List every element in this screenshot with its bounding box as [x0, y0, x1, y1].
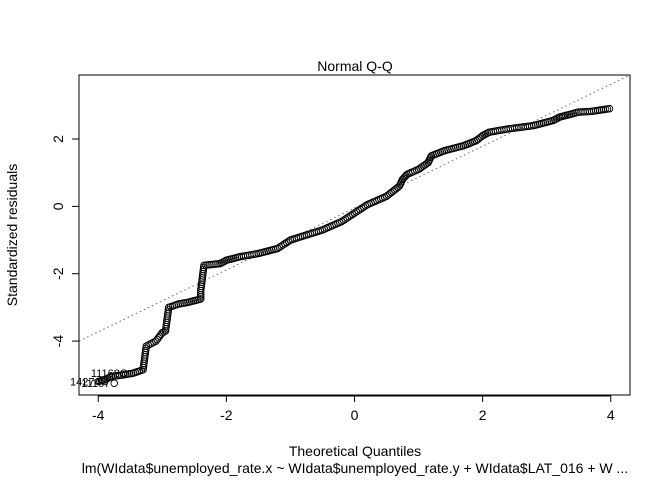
data-point: [347, 211, 355, 220]
data-point: [283, 238, 291, 247]
y-tick-label: 0: [50, 202, 66, 210]
x-tick-label: 0: [351, 407, 359, 423]
plot-frame: [78, 74, 631, 396]
y-tick-label: -4: [50, 335, 66, 348]
data-point: [345, 212, 353, 221]
plot-inner: [79, 75, 630, 386]
x-tick-label: 4: [607, 407, 615, 423]
x-tick-label: 2: [479, 407, 487, 423]
reference-line: [79, 75, 630, 342]
data-point: [148, 339, 156, 347]
data-point: [281, 239, 289, 248]
axes: -4 -2 0 2 4 -4 -2 0 2: [50, 135, 615, 423]
x-tick-label: -2: [220, 407, 233, 423]
data-point: [105, 373, 114, 382]
data-point: [352, 208, 361, 216]
data-point: [348, 210, 357, 219]
data-point: [554, 114, 562, 122]
chart-subtitle: lm(WIdata$unemployed_rate.x ~ WIdata$une…: [82, 460, 628, 476]
x-axis-label: Theoretical Quantiles: [289, 443, 421, 459]
data-point: [142, 342, 151, 350]
data-point: [221, 257, 229, 265]
y-axis-label: Standardized residuals: [4, 164, 20, 306]
data-point: [275, 243, 284, 252]
outlier-label: 14274: [70, 377, 101, 389]
data-point: [337, 217, 346, 226]
outlier-point: [110, 379, 118, 387]
data-point: [273, 244, 282, 253]
data-point: [146, 340, 154, 348]
data-point: [358, 204, 366, 213]
data-point: [354, 206, 362, 215]
data-point: [356, 205, 364, 214]
outlier-point: [120, 369, 128, 377]
data-point: [144, 341, 152, 349]
outlier-label: 11167: [81, 378, 110, 390]
x-tick-label: -4: [92, 407, 105, 423]
data-point: [277, 242, 286, 250]
data-point: [343, 214, 351, 222]
data-point: [341, 215, 350, 223]
data-point: [339, 216, 348, 225]
data-point: [279, 241, 287, 249]
y-tick-label: 2: [50, 135, 66, 143]
y-tick-label: -2: [50, 267, 66, 280]
chart-title: Normal Q-Q: [317, 58, 393, 74]
data-point: [350, 209, 359, 217]
outlier-label: 11168: [91, 368, 120, 380]
data-point: [605, 104, 614, 113]
data-point: [359, 203, 368, 211]
outlier-point: [100, 377, 109, 386]
